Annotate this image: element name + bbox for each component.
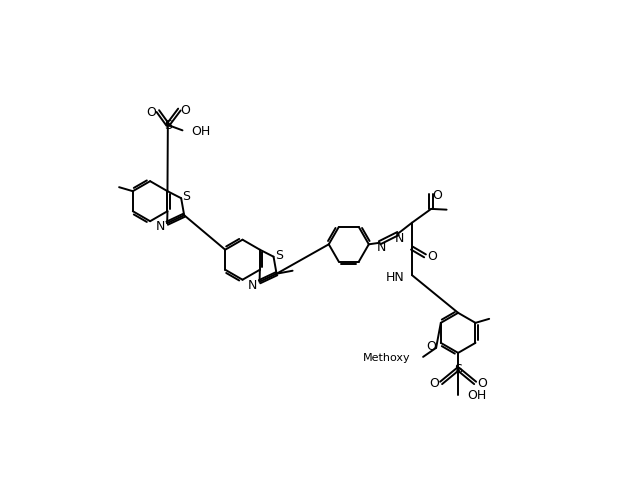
Text: N: N [377, 241, 386, 254]
Text: S: S [183, 190, 191, 203]
Text: N: N [155, 220, 165, 232]
Text: O: O [426, 339, 436, 352]
Text: S: S [275, 248, 283, 261]
Text: S: S [454, 363, 462, 376]
Text: S: S [164, 119, 172, 132]
Text: N: N [248, 278, 257, 291]
Text: O: O [432, 188, 443, 201]
Text: Methoxy: Methoxy [363, 352, 411, 362]
Text: O: O [181, 104, 190, 117]
Text: HN: HN [385, 271, 404, 284]
Text: O: O [146, 106, 157, 119]
Text: OH: OH [467, 389, 487, 402]
Text: O: O [429, 377, 439, 390]
Text: OH: OH [191, 124, 211, 137]
Text: N: N [395, 231, 404, 244]
Text: O: O [477, 377, 487, 390]
Text: O: O [427, 250, 437, 263]
